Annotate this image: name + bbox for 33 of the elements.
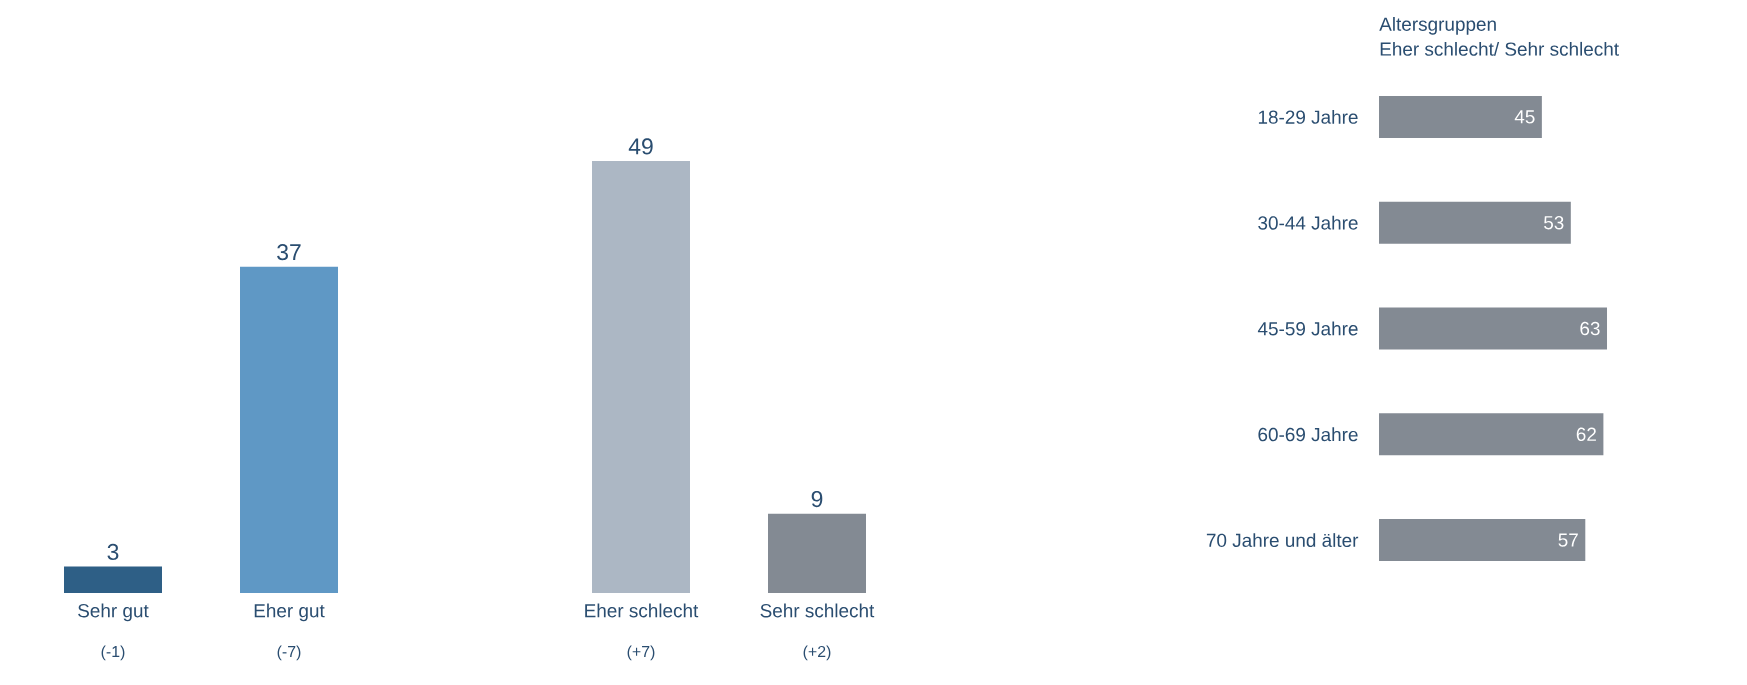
data-label: 57 [1558,533,1578,547]
chart-title: Altersgruppen [1379,16,1496,35]
data-label: 9 [811,490,823,508]
bar [1379,201,1571,244]
x-tick-label: Eher gut [254,603,325,622]
text: (+2) [803,645,831,661]
data-label: 53 [1544,216,1564,230]
bar [592,161,690,593]
x-tick-label: Sehr gut [78,603,149,622]
data-label: 63 [1580,321,1600,336]
data-label: 3 [107,543,119,561]
text: (-7) [277,645,301,661]
data-label: 37 [277,244,301,261]
bar [64,566,162,593]
bar [240,266,338,593]
data-label: 49 [628,138,653,155]
x-tick-label: Sehr schlecht [760,603,875,618]
y-tick-label: 60-69 Jahre [1258,427,1358,442]
bar [1379,95,1542,138]
bar [1379,307,1608,350]
y-tick-label: 45-59 Jahre [1257,321,1358,336]
text: (+7) [627,645,655,661]
chart-subtitle: Eher schlecht/ Sehr schlecht [1380,41,1619,56]
bar [768,513,866,593]
y-tick-label: 30-44 Jahre [1258,215,1358,230]
bar [1379,519,1586,562]
data-label: 62 [1576,427,1596,442]
bar [1379,413,1604,456]
y-tick-label: 18-29 Jahre [1258,109,1358,124]
data-label: 45 [1514,110,1535,124]
x-tick-label: Eher schlecht [585,603,699,618]
y-tick-label: 70 Jahre und älter [1206,533,1359,548]
text: (-1) [101,645,125,661]
